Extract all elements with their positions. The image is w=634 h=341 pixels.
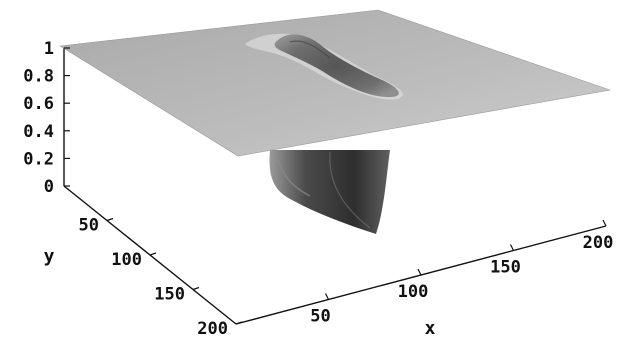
y-tick-mark <box>106 217 114 222</box>
z-tick-label: 0.8 <box>23 67 54 87</box>
y-tick-label: 50 <box>79 216 99 236</box>
y-tick-label: 100 <box>111 250 142 270</box>
y-tick-mark <box>149 252 157 256</box>
z-tick-label: 0 <box>44 177 54 197</box>
well-opening <box>245 33 403 100</box>
y-tick-mark <box>192 286 200 291</box>
well-body <box>269 150 390 234</box>
x-tick-mark <box>509 244 515 251</box>
surface-plane <box>59 9 612 157</box>
x-tick-mark <box>324 293 330 300</box>
x-tick-label: 50 <box>310 307 330 327</box>
x-tick-mark <box>602 219 607 227</box>
y-tick-label: 200 <box>197 319 228 339</box>
x-axis-title: x <box>425 318 436 339</box>
y-tick-label: 150 <box>154 285 185 305</box>
z-tick-label: 0.4 <box>23 122 54 142</box>
z-tick-label: 0.6 <box>23 94 54 114</box>
y-axis-title: y <box>44 246 55 267</box>
z-tick-label: 1 <box>44 39 54 59</box>
x-tick-mark <box>417 268 422 276</box>
z-tick-label: 0.2 <box>23 149 54 169</box>
x-tick-label: 150 <box>490 258 521 278</box>
x-tick-label: 200 <box>583 233 614 253</box>
x-tick-label: 100 <box>398 282 429 302</box>
y-tick-mark <box>235 321 243 325</box>
